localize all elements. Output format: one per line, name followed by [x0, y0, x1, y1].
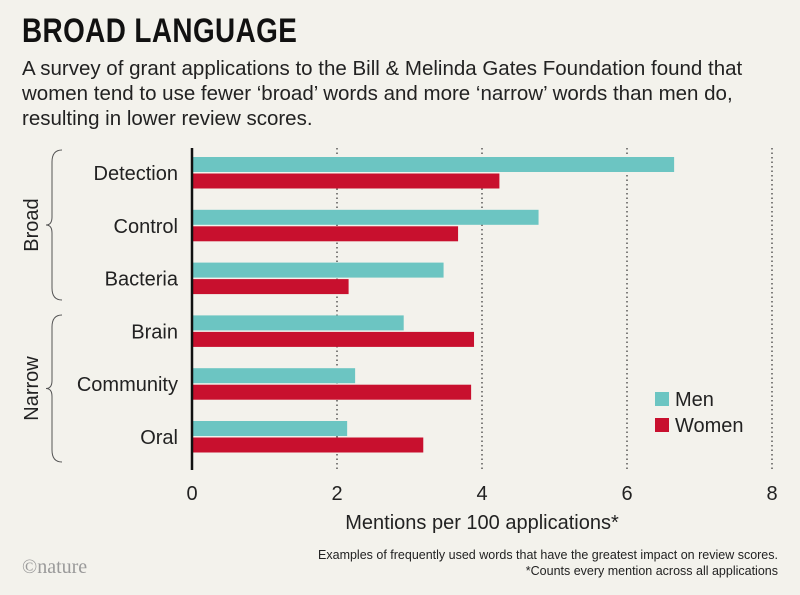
x-tick-label: 8 [766, 483, 777, 505]
x-tick-label: 4 [476, 483, 487, 505]
bar-men-bacteria [192, 262, 444, 278]
bar-women-brain [192, 331, 475, 347]
category-label: Bacteria [105, 269, 179, 291]
legend-label-men: Men [675, 389, 714, 411]
group-label: Broad [21, 198, 43, 251]
bars [192, 157, 675, 453]
footnote-examples: Examples of frequently used words that h… [318, 548, 778, 562]
group-label: Narrow [21, 356, 43, 421]
bar-women-control [192, 226, 459, 242]
category-label: Control [114, 216, 178, 238]
bar-women-detection [192, 173, 500, 189]
category-label: Community [77, 374, 178, 396]
category-label: Detection [94, 163, 179, 185]
bar-men-oral [192, 421, 348, 436]
footnote-counts: *Counts every mention across all applica… [525, 564, 778, 578]
legend-label-women: Women [675, 415, 744, 437]
bar-men-detection [192, 157, 675, 172]
x-axis-title: Mentions per 100 applications* [345, 512, 619, 534]
category-labels: Detection Control Bacteria Brain Community Or… [77, 163, 179, 449]
bar-men-community [192, 368, 356, 384]
x-axis: 0 2 4 6 8 Mentions per 100 applications* [186, 148, 778, 534]
bar-men-brain [192, 315, 404, 331]
bar-women-bacteria [192, 279, 349, 295]
bar-men-control [192, 209, 539, 225]
legend-swatch-women [655, 418, 669, 432]
group-bracket [45, 149, 63, 301]
x-tick-label: 6 [621, 483, 632, 505]
chart-subtitle: A survey of grant applications to the Bi… [22, 57, 743, 130]
group-bracket [45, 314, 63, 463]
bar-women-oral [192, 437, 424, 453]
legend-swatch-men [655, 392, 669, 406]
nature-logo: ©nature [22, 556, 88, 578]
category-label: Brain [131, 321, 178, 343]
legend: Men Women [655, 389, 744, 437]
x-tick-label: 0 [186, 483, 197, 505]
group-brackets: Broad Narrow [21, 149, 63, 463]
bar-women-community [192, 384, 472, 400]
chart-title: BROAD LANGUAGE [22, 12, 298, 50]
x-tick-label: 2 [331, 483, 342, 505]
category-label: Oral [140, 427, 178, 449]
